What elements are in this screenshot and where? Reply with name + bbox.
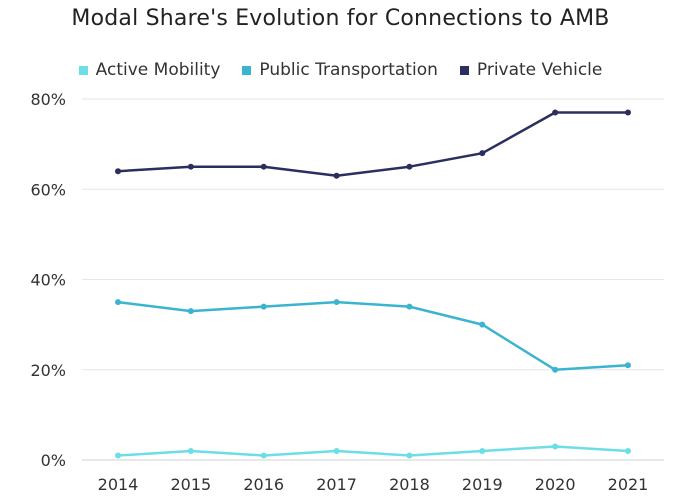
data-point-public-transportation <box>333 299 340 306</box>
data-point-private-vehicle <box>406 163 413 170</box>
legend-swatch-public-transportation <box>242 65 252 75</box>
y-tick-label: 80% <box>30 90 66 109</box>
x-tick-label: 2017 <box>316 475 357 494</box>
legend-label-private-vehicle: Private Vehicle <box>476 60 603 80</box>
y-tick-label: 60% <box>30 180 66 199</box>
data-point-public-transportation <box>406 303 413 310</box>
x-tick-label: 2021 <box>608 475 649 494</box>
data-point-active-mobility <box>115 452 121 459</box>
legend-item-private-vehicle[interactable]: Private Vehicle <box>459 60 603 80</box>
x-tick-label: 2019 <box>462 475 503 494</box>
y-tick-label: 20% <box>30 361 66 380</box>
chart-legend: Active Mobility Public Transportation Pr… <box>0 60 681 80</box>
x-tick-label: 2020 <box>535 475 576 494</box>
data-point-active-mobility <box>479 447 486 454</box>
data-point-private-vehicle <box>333 172 340 179</box>
data-point-private-vehicle <box>115 168 121 175</box>
x-tick-label: 2018 <box>389 475 430 494</box>
legend-item-active-mobility[interactable]: Active Mobility <box>78 60 221 80</box>
data-point-active-mobility <box>625 447 631 454</box>
data-point-public-transportation <box>552 366 559 373</box>
data-point-private-vehicle <box>552 109 559 116</box>
y-tick-label: 0% <box>41 451 66 470</box>
data-point-active-mobility <box>333 447 340 454</box>
x-tick-label: 2016 <box>243 475 284 494</box>
data-point-private-vehicle <box>187 163 194 170</box>
y-tick-label: 40% <box>30 271 66 290</box>
data-point-private-vehicle <box>479 150 486 157</box>
chart-title: Modal Share's Evolution for Connections … <box>71 6 610 31</box>
data-point-public-transportation <box>187 308 194 315</box>
data-point-public-transportation <box>625 362 631 369</box>
data-point-public-transportation <box>260 303 267 310</box>
series-line-active-mobility <box>117 445 629 457</box>
data-point-private-vehicle <box>625 109 631 116</box>
data-point-public-transportation <box>115 299 121 306</box>
x-tick-label: 2015 <box>170 475 211 494</box>
legend-label-public-transportation: Public Transportation <box>259 60 438 80</box>
legend-swatch-private-vehicle <box>459 65 469 75</box>
x-tick-label: 2014 <box>98 475 139 494</box>
data-point-public-transportation <box>479 321 486 328</box>
data-point-active-mobility <box>187 447 194 454</box>
legend-item-public-transportation[interactable]: Public Transportation <box>242 60 438 80</box>
data-point-active-mobility <box>406 452 413 459</box>
series-line-private-vehicle <box>117 111 628 177</box>
data-point-active-mobility <box>260 452 267 459</box>
legend-label-active-mobility: Active Mobility <box>95 60 221 80</box>
data-point-active-mobility <box>552 443 559 450</box>
data-point-private-vehicle <box>260 163 267 170</box>
series-line-public-transportation <box>117 300 629 372</box>
legend-swatch-active-mobility <box>78 65 88 75</box>
